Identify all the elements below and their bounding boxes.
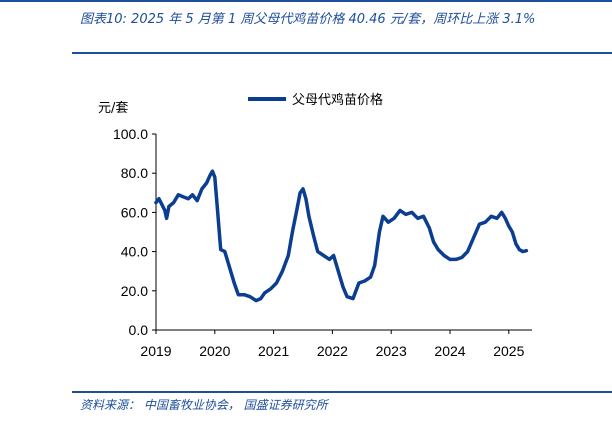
figure-title: 图表10: 2025 年 5 月第 1 周父母代鸡苗价格 40.46 元/套，周…	[80, 12, 536, 27]
x-tick-label: 2020	[199, 343, 230, 359]
chart-legend: 父母代鸡苗价格	[248, 92, 383, 108]
x-tick-label: 2021	[258, 343, 289, 359]
x-tick-label: 2025	[493, 343, 524, 359]
x-tick-label: 2022	[317, 343, 348, 359]
x-tick-label: 2024	[434, 343, 465, 359]
title-rule	[72, 52, 612, 54]
series-line-0	[154, 169, 529, 303]
source-note: 资料来源： 中国畜牧业协会， 国盛证券研究所	[80, 398, 328, 412]
chart-ticks: 0.0 20.0 40.0 60.0 80.0 100.0 2019 2020 2021 2022…	[113, 126, 525, 359]
y-tick-label: 100.0	[113, 126, 148, 142]
y-tick-label: 80.0	[121, 165, 148, 181]
y-tick-label: 60.0	[121, 204, 148, 220]
x-tick-label: 2023	[376, 343, 407, 359]
y-tick-label: 40.0	[121, 244, 148, 260]
chart-axes	[155, 134, 532, 331]
legend-label: 父母代鸡苗价格	[292, 92, 383, 108]
source-rule	[72, 391, 612, 393]
x-tick-label: 2019	[140, 343, 171, 359]
chart-series	[154, 169, 529, 303]
y-tick-label: 20.0	[121, 283, 148, 299]
y-tick-label: 0.0	[129, 322, 149, 338]
y-axis-label: 元/套	[98, 100, 128, 116]
top-border	[0, 0, 612, 2]
